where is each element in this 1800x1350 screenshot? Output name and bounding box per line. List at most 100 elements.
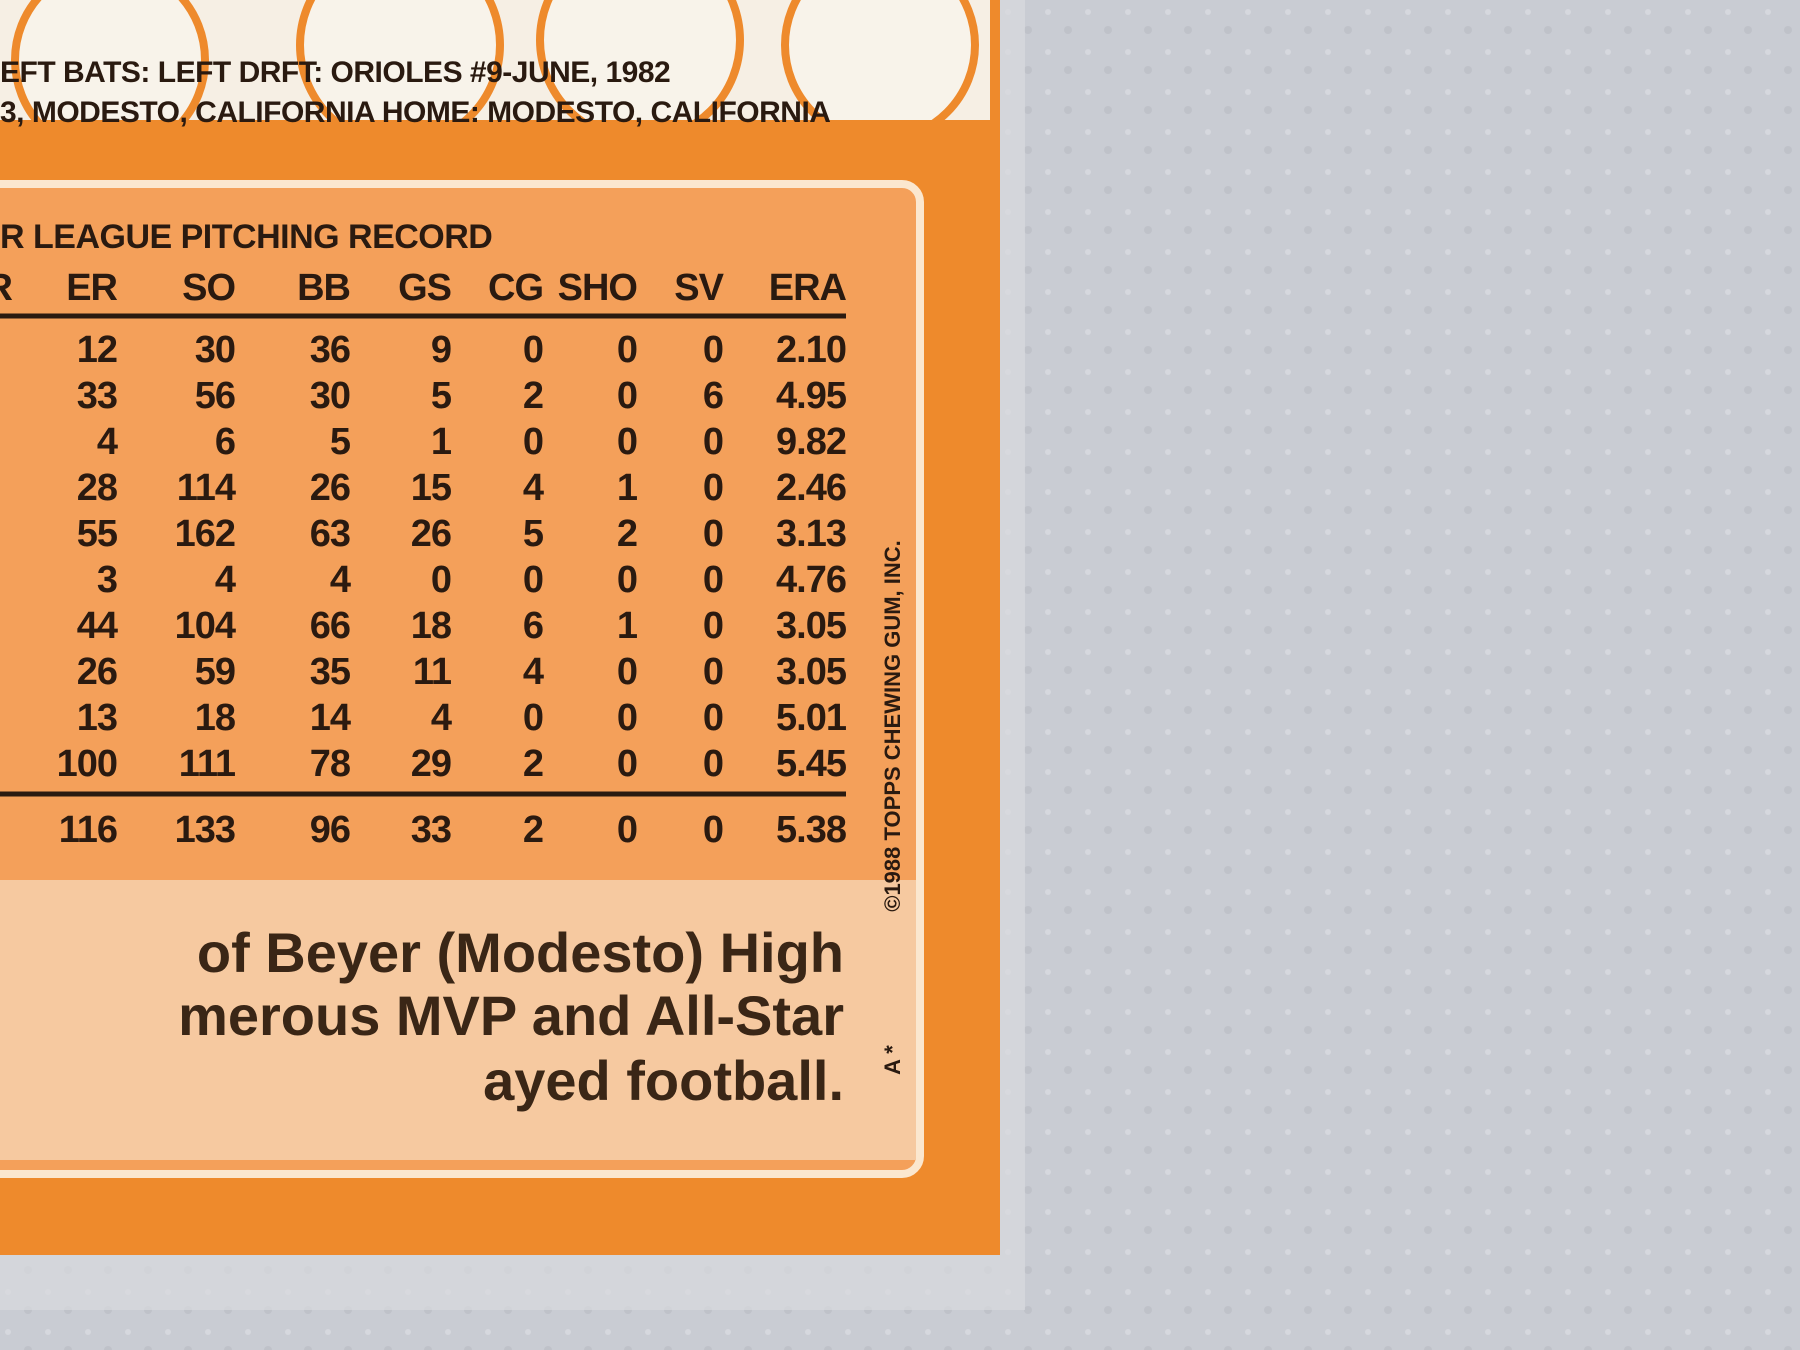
total-cell: 0 — [703, 809, 723, 851]
table-cell: 3.13 — [776, 513, 846, 555]
table-cell: 0 — [703, 743, 723, 785]
header-line: EFT BATS: LEFT DRFT: ORIOLES #9-JUNE, 19… — [0, 56, 670, 89]
table-cell: 0 — [703, 697, 723, 739]
table-cell: 0 — [617, 329, 637, 371]
table-cell: 4.95 — [776, 375, 847, 417]
table-cell: 4 — [330, 559, 351, 601]
table-cell: 4 — [215, 559, 236, 601]
table-cell: 56 — [195, 375, 235, 417]
bio-line: merous MVP and All-Star — [178, 984, 844, 1047]
table-cell: 5 — [523, 513, 544, 555]
total-cell: 0 — [617, 809, 637, 851]
table-cell: 0 — [431, 559, 451, 601]
column-header: BB — [297, 267, 350, 309]
table-cell: 111 — [179, 743, 236, 785]
table-cell: 2.46 — [776, 467, 846, 509]
table-cell: 55 — [77, 513, 118, 555]
table-cell: 1 — [617, 605, 638, 647]
table-cell: 4.76 — [776, 559, 846, 601]
table-cell: 162 — [175, 513, 235, 555]
table-cell: 18 — [195, 697, 235, 739]
table-cell: 0 — [703, 513, 723, 555]
table-cell: 18 — [411, 605, 451, 647]
table-cell: 5 — [431, 375, 452, 417]
table-cell: 2 — [617, 513, 637, 555]
table-cell: 0 — [617, 559, 637, 601]
table-cell: 4 — [97, 421, 118, 463]
table-cell: 3.05 — [776, 651, 847, 693]
table-cell: 0 — [617, 743, 637, 785]
table-cell: 5 — [330, 421, 351, 463]
table-cell: 44 — [77, 605, 118, 647]
table-cell: 59 — [195, 651, 235, 693]
column-header: ERA — [769, 267, 847, 309]
table-cell: 11 — [413, 651, 452, 693]
table-cell: 28 — [77, 467, 117, 509]
bio-panel — [0, 880, 916, 1160]
table-cell: 6 — [523, 605, 543, 647]
total-cell: 116 — [59, 809, 117, 851]
column-header: SO — [182, 267, 235, 309]
table-cell: 0 — [703, 559, 723, 601]
table-cell: 0 — [523, 697, 543, 739]
copyright: ©1988 TOPPS CHEWING GUM, INC. — [880, 540, 905, 912]
table-cell: 15 — [411, 467, 452, 509]
table-cell: 36 — [310, 329, 350, 371]
table-cell: 2 — [523, 743, 543, 785]
total-cell: 133 — [175, 809, 235, 851]
table-title: R LEAGUE PITCHING RECORD — [0, 218, 492, 256]
table-cell: 26 — [411, 513, 451, 555]
table-cell: 35 — [310, 651, 351, 693]
table-cell: 1 — [431, 421, 452, 463]
table-cell: 33 — [77, 375, 117, 417]
table-cell: 29 — [411, 743, 451, 785]
total-cell: 2 — [523, 809, 543, 851]
table-cell: 0 — [617, 697, 637, 739]
column-header: R — [0, 267, 13, 309]
table-cell: 0 — [617, 651, 637, 693]
card-code: A * — [880, 1045, 905, 1075]
table-cell: 13 — [77, 697, 117, 739]
bio-line: ayed football. — [483, 1049, 844, 1112]
table-cell: 63 — [310, 513, 350, 555]
table-cell: 6 — [215, 421, 235, 463]
total-cell: 33 — [411, 809, 451, 851]
table-cell: 4 — [431, 697, 452, 739]
table-cell: 0 — [523, 421, 543, 463]
table-cell: 78 — [310, 743, 350, 785]
table-cell: 0 — [617, 375, 637, 417]
table-cell: 0 — [703, 467, 723, 509]
table-cell: 0 — [523, 559, 543, 601]
table-cell: 0 — [617, 421, 637, 463]
total-cell: 96 — [310, 809, 350, 851]
table-cell: 0 — [703, 605, 723, 647]
table-cell: 0 — [523, 329, 543, 371]
table-cell: 9.82 — [776, 421, 846, 463]
table-cell: 100 — [57, 743, 117, 785]
column-header: SV — [674, 267, 724, 309]
table-cell: 12 — [77, 329, 117, 371]
table-cell: 26 — [77, 651, 117, 693]
table-cell: 0 — [703, 651, 723, 693]
table-cell: 6 — [703, 375, 723, 417]
column-header: ER — [66, 267, 117, 309]
table-cell: 104 — [175, 605, 236, 647]
table-cell: 4 — [523, 467, 544, 509]
bio-line: of Beyer (Modesto) High — [197, 921, 844, 984]
table-cell: 0 — [703, 329, 723, 371]
table-cell: 1 — [617, 467, 638, 509]
table-cell: 0 — [703, 421, 723, 463]
table-cell: 5.01 — [776, 697, 847, 739]
table-cell: 9 — [431, 329, 451, 371]
header-line: 3, MODESTO, CALIFORNIA HOME: MODESTO, CA… — [0, 96, 830, 129]
table-cell: 2 — [523, 375, 543, 417]
total-cell: 5.38 — [776, 809, 846, 851]
baseball-decor — [0, 0, 1000, 180]
table-cell: 114 — [177, 467, 236, 509]
column-header: SHO — [558, 267, 637, 309]
column-header: CG — [488, 267, 543, 309]
table-cell: 4 — [523, 651, 544, 693]
table-cell: 3.05 — [776, 605, 847, 647]
